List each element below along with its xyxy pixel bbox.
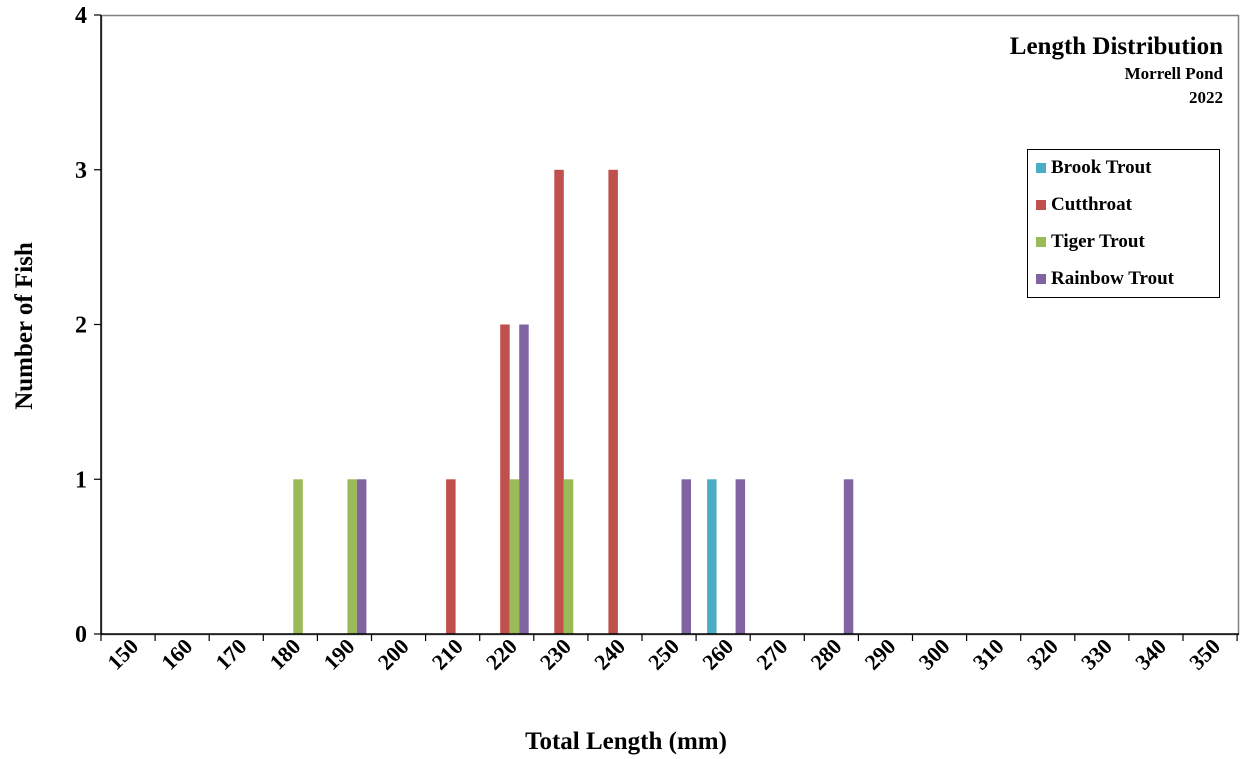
x-tick-label: 270 (751, 634, 792, 675)
x-tick-label: 250 (643, 634, 684, 675)
x-axis-title: Total Length (mm) (525, 728, 727, 755)
bar-rainbow-trout-250 (681, 479, 691, 635)
x-tick-label: 180 (264, 634, 305, 675)
legend-label: Tiger Trout (1051, 231, 1145, 252)
x-tick-label: 230 (535, 634, 576, 675)
plot-area (100, 14, 1240, 636)
legend: Brook Trout Cutthroat Tiger Trout Rainbow T… (1027, 149, 1220, 298)
y-tick-label: 0 (75, 622, 87, 648)
x-tick-label: 330 (1076, 634, 1117, 675)
x-tick-label: 150 (102, 634, 143, 675)
x-tick-label: 200 (373, 634, 414, 675)
legend-swatch (1036, 274, 1046, 284)
y-tick-label: 4 (75, 3, 87, 29)
x-tick-label: 300 (914, 634, 955, 675)
x-tick-label: 170 (210, 634, 251, 675)
x-tick-label: 160 (156, 634, 197, 675)
bar-tiger-trout-180 (293, 479, 303, 635)
bar-cutthroat-210 (446, 479, 456, 635)
chart-subtitle-line-2: 2022 (1189, 88, 1223, 107)
legend-label: Rainbow Trout (1051, 268, 1175, 289)
bar-tiger-trout-230 (563, 479, 574, 635)
y-axis-ticks: 0 1 2 3 4 (75, 3, 102, 648)
chart-title: Length Distribution (1010, 33, 1223, 60)
x-tick-label: 260 (697, 634, 738, 675)
legend-swatch (1036, 163, 1046, 173)
bar-cutthroat-240 (608, 169, 618, 635)
legend-label: Brook Trout (1051, 157, 1152, 178)
y-axis-title: Number of Fish (11, 242, 38, 410)
bars-layer (293, 169, 854, 635)
x-axis-ticks: 150 160 170 180 190 200 210 220 230 240 250 260 270 2… (100, 634, 1238, 675)
y-tick-label: 1 (75, 467, 87, 493)
bar-rainbow-trout-260 (735, 479, 746, 635)
x-tick-label: 210 (427, 634, 468, 675)
legend-swatch (1036, 237, 1046, 247)
bar-cutthroat-230 (554, 169, 564, 635)
x-tick-label: 290 (859, 634, 900, 675)
x-tick-label: 220 (481, 634, 522, 675)
legend-label: Cutthroat (1051, 194, 1133, 215)
bar-rainbow-trout-190 (356, 479, 367, 635)
x-tick-label: 350 (1184, 634, 1225, 675)
bar-tiger-trout-220 (509, 479, 520, 635)
x-tick-label: 320 (1022, 634, 1063, 675)
x-tick-label: 340 (1130, 634, 1171, 675)
x-tick-label: 190 (318, 634, 359, 675)
y-tick-label: 3 (75, 158, 87, 184)
x-tick-label: 280 (805, 634, 846, 675)
bar-cutthroat-220 (500, 324, 510, 634)
x-tick-label: 240 (589, 634, 630, 675)
legend-swatch (1036, 200, 1046, 210)
bar-tiger-trout-190 (347, 479, 357, 635)
bar-rainbow-trout-280 (843, 479, 854, 635)
legend-box (1027, 149, 1220, 298)
bar-rainbow-trout-220 (519, 324, 529, 634)
y-tick-label: 2 (75, 313, 87, 339)
x-tick-label: 310 (968, 634, 1009, 675)
bar-brook-trout-260 (707, 479, 717, 635)
chart-subtitle-line-1: Morrell Pond (1125, 64, 1224, 83)
